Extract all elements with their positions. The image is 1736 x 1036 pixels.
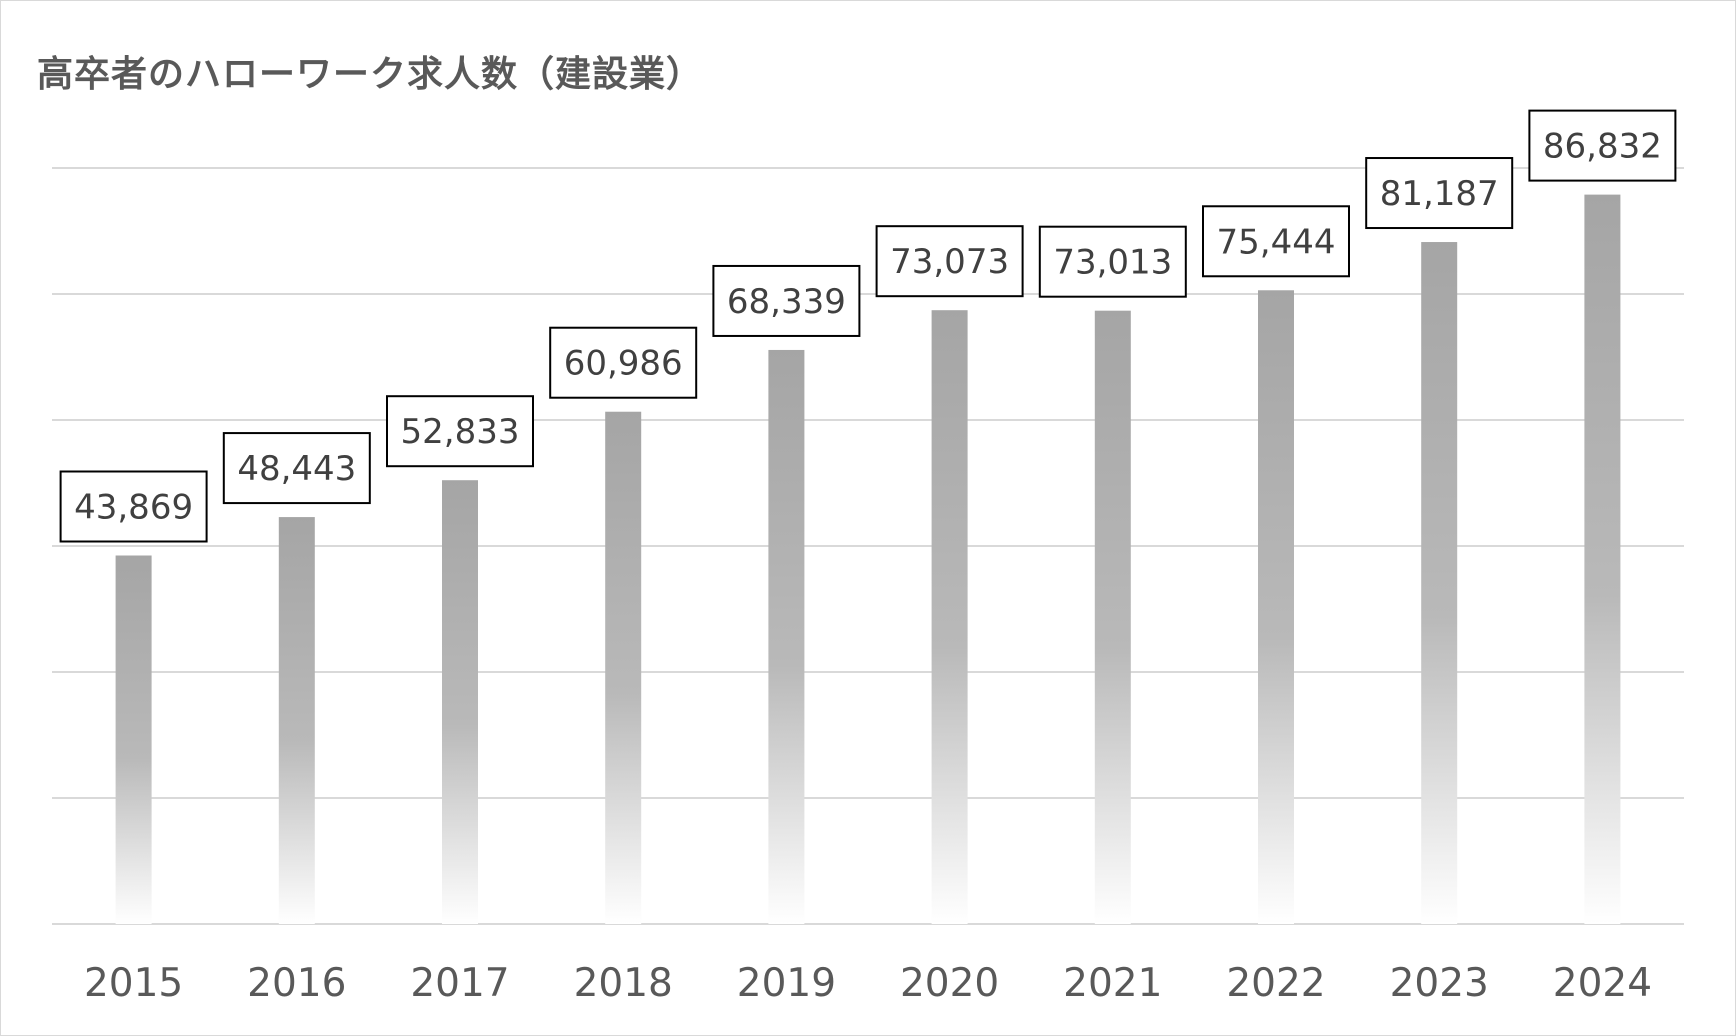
data-label-box [386,395,534,468]
data-label-2016: 48,443 [222,432,371,505]
data-label-box [875,225,1024,298]
bar-2018 [605,411,642,924]
data-label-2021: 73,013 [1038,225,1187,298]
bar-2015 [115,555,152,924]
x-tick-label-2022: 2022 [1226,961,1325,1006]
data-labels: 43,869 48,443 52,833 60,986 68,339 73,073 73,0… [59,109,1677,543]
x-tick-label-2024: 2024 [1553,961,1652,1006]
data-label-text: 60,986 [564,344,683,384]
x-tick-label-2016: 2016 [247,961,346,1006]
x-tick-label-2018: 2018 [574,961,673,1006]
x-tick-label-2015: 2015 [84,961,183,1006]
data-label-text: 48,443 [237,449,356,489]
data-label-2018: 60,986 [549,326,698,399]
bar-2024 [1584,194,1621,924]
data-label-text: 81,187 [1380,174,1499,214]
bar-2021 [1094,310,1131,924]
data-label-box [1528,109,1677,182]
x-tick-label-2017: 2017 [410,961,509,1006]
data-label-text: 75,444 [1217,222,1336,262]
data-label-box [712,264,861,337]
bar-2023 [1421,242,1458,925]
data-label-2023: 81,187 [1365,157,1514,230]
x-tick-label-2020: 2020 [900,961,999,1006]
bars [115,194,1621,925]
x-axis-tick-labels: 2015 2016 2017 2018 2019 2020 2021 2022 2023 2024 [84,961,1652,1006]
data-label-box [1202,205,1350,278]
data-label-2015: 43,869 [59,470,208,543]
gridlines [52,167,1684,925]
data-label-2020: 73,073 [875,225,1024,298]
data-label-2022: 75,444 [1202,205,1350,278]
data-label-2019: 68,339 [712,264,861,337]
bar-2019 [768,349,805,924]
bar-2022 [1258,290,1294,924]
data-label-text: 73,013 [1053,243,1172,283]
data-label-box [1365,157,1514,230]
data-label-text: 73,073 [890,242,1009,282]
data-label-text: 68,339 [727,282,846,322]
data-label-2024: 86,832 [1528,109,1677,182]
data-label-text: 43,869 [74,488,193,528]
bar-2020 [931,310,968,925]
data-label-box [222,432,371,505]
data-label-box [1038,225,1187,298]
data-label-text: 52,833 [401,412,520,452]
bar-2016 [278,517,315,924]
data-label-box [59,470,208,543]
data-label-box [549,326,698,399]
x-tick-label-2023: 2023 [1390,961,1489,1006]
x-tick-label-2019: 2019 [737,961,836,1006]
bar-2017 [442,480,478,924]
x-tick-label-2021: 2021 [1063,961,1162,1006]
data-label-2017: 52,833 [386,395,534,468]
data-label-text: 86,832 [1543,127,1662,167]
chart-title: 高卒者のハローワーク求人数（建設業） [37,54,704,95]
